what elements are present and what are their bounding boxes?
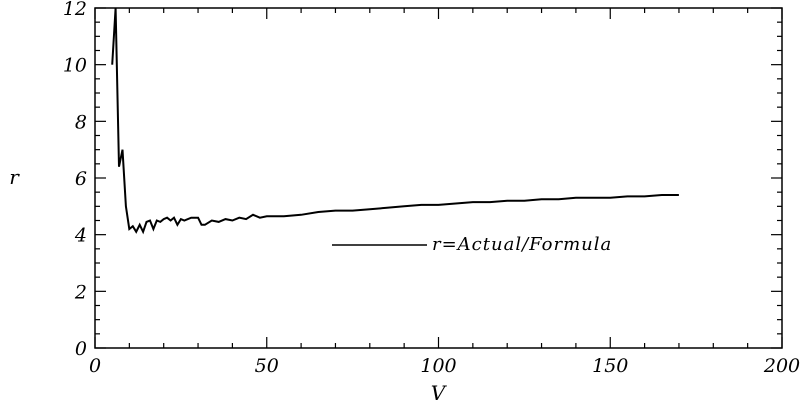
x-tick-label: 100 bbox=[420, 355, 456, 377]
ticks bbox=[94, 7, 783, 349]
y-tick-label: 12 bbox=[63, 0, 87, 20]
series-line bbox=[111, 7, 679, 235]
y-axis-label: r bbox=[9, 165, 20, 189]
x-tick-label: 50 bbox=[255, 355, 279, 377]
x-axis-label: V bbox=[431, 381, 448, 404]
y-tick-label: 4 bbox=[74, 225, 87, 247]
y-tick-label: 0 bbox=[75, 338, 87, 360]
tick-labels: 0 50 100 150 200 0 2 4 6 8 10 12 bbox=[63, 0, 800, 377]
y-tick-label: 2 bbox=[74, 281, 87, 303]
x-tick-label: 150 bbox=[592, 355, 628, 377]
plot-frame bbox=[94, 7, 783, 349]
x-tick-label: 0 bbox=[89, 355, 101, 377]
legend-label: r=Actual/Formula bbox=[432, 234, 612, 255]
x-tick-label: 200 bbox=[763, 355, 800, 377]
y-tick-label: 6 bbox=[75, 168, 87, 190]
y-tick-label: 10 bbox=[63, 55, 87, 77]
y-tick-label: 8 bbox=[75, 111, 87, 133]
